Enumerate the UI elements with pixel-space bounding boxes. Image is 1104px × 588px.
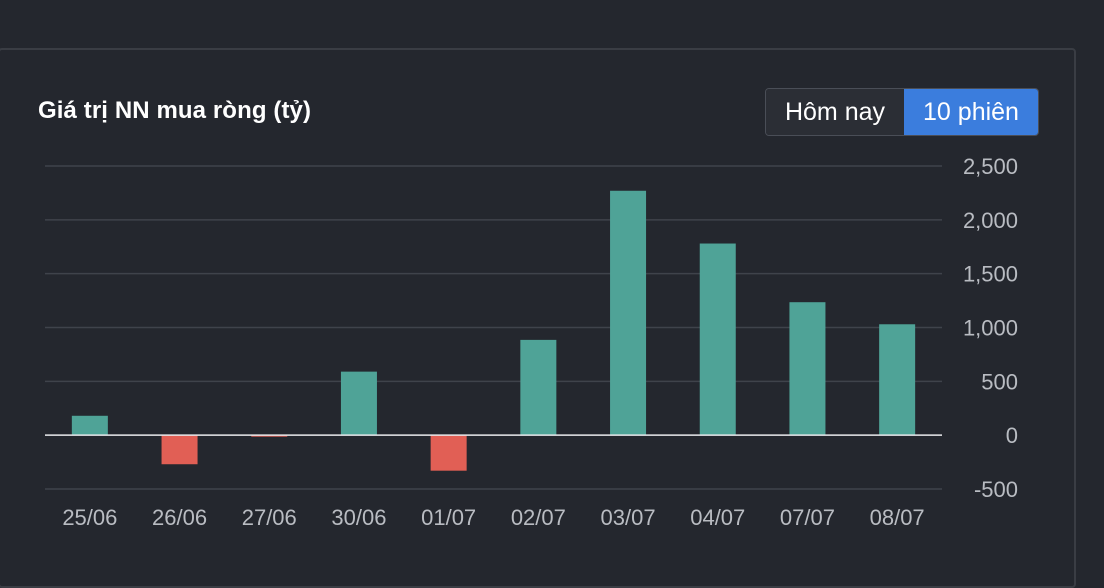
y-tick-label: 1,500 [963,262,1018,287]
bar [340,371,377,436]
bar [789,302,826,436]
x-tick-label: 07/07 [780,505,835,530]
y-tick-label: 500 [981,369,1018,394]
y-tick-label: 1,000 [963,316,1018,341]
x-tick-label: 01/07 [421,505,476,530]
x-tick-label: 30/06 [331,505,386,530]
x-tick-label: 02/07 [511,505,566,530]
bar [699,243,736,436]
period-toggle: Hôm nay 10 phiên [765,88,1039,136]
x-tick-label: 27/06 [242,505,297,530]
y-tick-label: 0 [1006,423,1018,448]
x-tick-label: 04/07 [690,505,745,530]
bar [610,190,647,436]
bar [520,339,557,436]
x-tick-label: 25/06 [62,505,117,530]
x-tick-label: 08/07 [870,505,925,530]
y-tick-label: 2,500 [963,154,1018,179]
x-tick-label: 26/06 [152,505,207,530]
chart-panel [0,48,1076,588]
today-button[interactable]: Hôm nay [766,89,904,135]
x-tick-label: 03/07 [601,505,656,530]
bar [161,435,198,465]
ten-sessions-button[interactable]: 10 phiên [904,89,1038,135]
y-tick-label: -500 [974,477,1018,502]
chart-title: Giá trị NN mua ròng (tỷ) [38,97,312,124]
y-tick-label: 2,000 [963,208,1018,233]
bar [879,324,916,436]
bar-chart: -500 0 500 1,000 1,500 2,000 2,500 25/06 26/06 27… [45,154,1018,530]
bar [71,415,108,436]
bar [430,435,467,471]
